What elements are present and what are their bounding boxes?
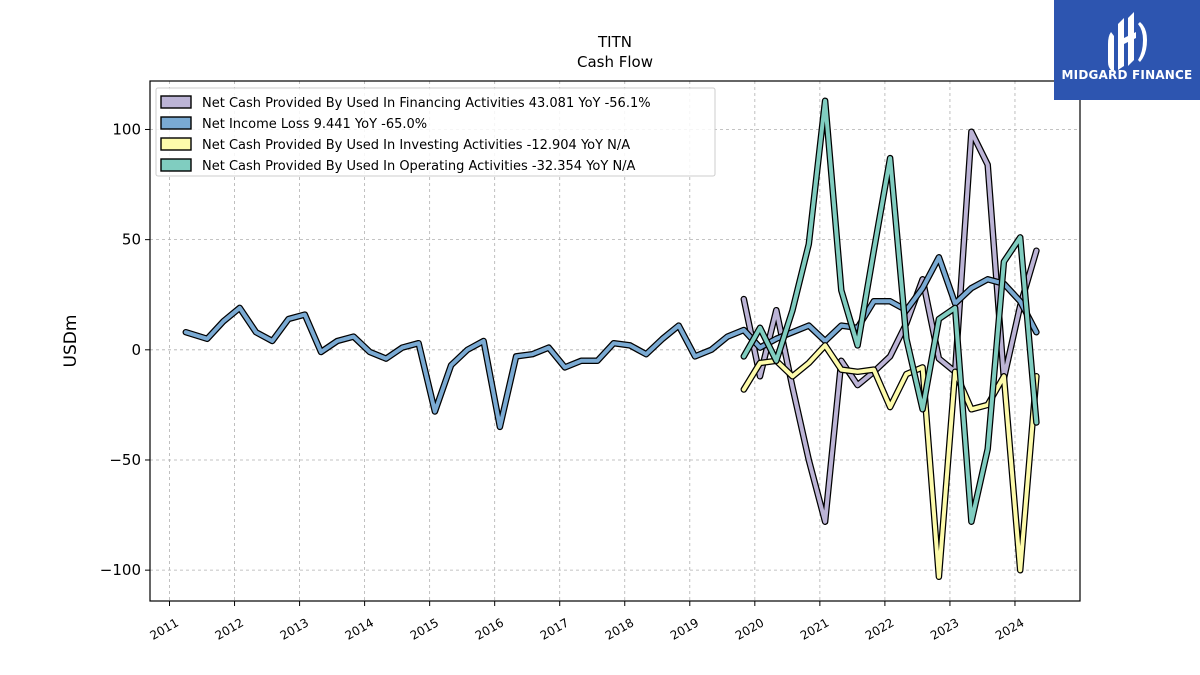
x-tick-label: 2017 xyxy=(538,615,571,642)
chart-title: TITN xyxy=(597,33,632,51)
legend-swatch-4 xyxy=(160,158,192,172)
x-tick-label: 2013 xyxy=(278,615,311,642)
series-line-3 xyxy=(741,343,1039,579)
y-tick-label: 100 xyxy=(112,120,141,138)
x-tick-label: 2023 xyxy=(928,615,961,642)
series-line-4 xyxy=(741,98,1039,524)
x-tick-label: 2024 xyxy=(993,615,1026,642)
y-tick-label: 50 xyxy=(122,231,141,249)
legend-label-4: Net Cash Provided By Used In Operating A… xyxy=(202,159,636,174)
legend-swatch-1 xyxy=(160,95,192,109)
plot-frame xyxy=(149,80,1081,602)
brand-name: MIDGARD FINANCE xyxy=(1061,68,1193,82)
chart-subtitle: Cash Flow xyxy=(577,53,653,71)
y-tick-label: −50 xyxy=(109,451,141,469)
x-tick-label: 2019 xyxy=(668,615,701,642)
legend-label-1: Net Cash Provided By Used In Financing A… xyxy=(202,96,651,111)
x-tick-label: 2016 xyxy=(473,615,506,642)
legend-box xyxy=(155,87,716,177)
x-tick-label: 2018 xyxy=(603,615,636,642)
y-tick-label: 0 xyxy=(131,341,141,359)
legend-swatch-2 xyxy=(160,116,192,130)
brand-logo: MIDGARD FINANCE xyxy=(1054,0,1200,100)
y-tick-label: −100 xyxy=(100,561,141,579)
legend-label-2: Net Income Loss 9.441 YoY -65.0% xyxy=(202,117,427,132)
x-tick-label: 2021 xyxy=(798,615,831,642)
legend-label-3: Net Cash Provided By Used In Investing A… xyxy=(202,138,630,153)
series-line-1 xyxy=(741,129,1039,524)
y-axis-label: USDm xyxy=(61,315,81,368)
x-tick-label: 2020 xyxy=(733,615,766,642)
series-line-2 xyxy=(183,255,1039,429)
x-tick-label: 2015 xyxy=(408,615,441,642)
x-tick-label: 2012 xyxy=(213,615,246,642)
x-tick-label: 2014 xyxy=(343,615,376,642)
legend-swatch-3 xyxy=(160,137,192,151)
x-tick-label: 2022 xyxy=(863,615,896,642)
x-tick-label: 2011 xyxy=(148,615,181,642)
brand-mark-icon xyxy=(1108,12,1147,70)
